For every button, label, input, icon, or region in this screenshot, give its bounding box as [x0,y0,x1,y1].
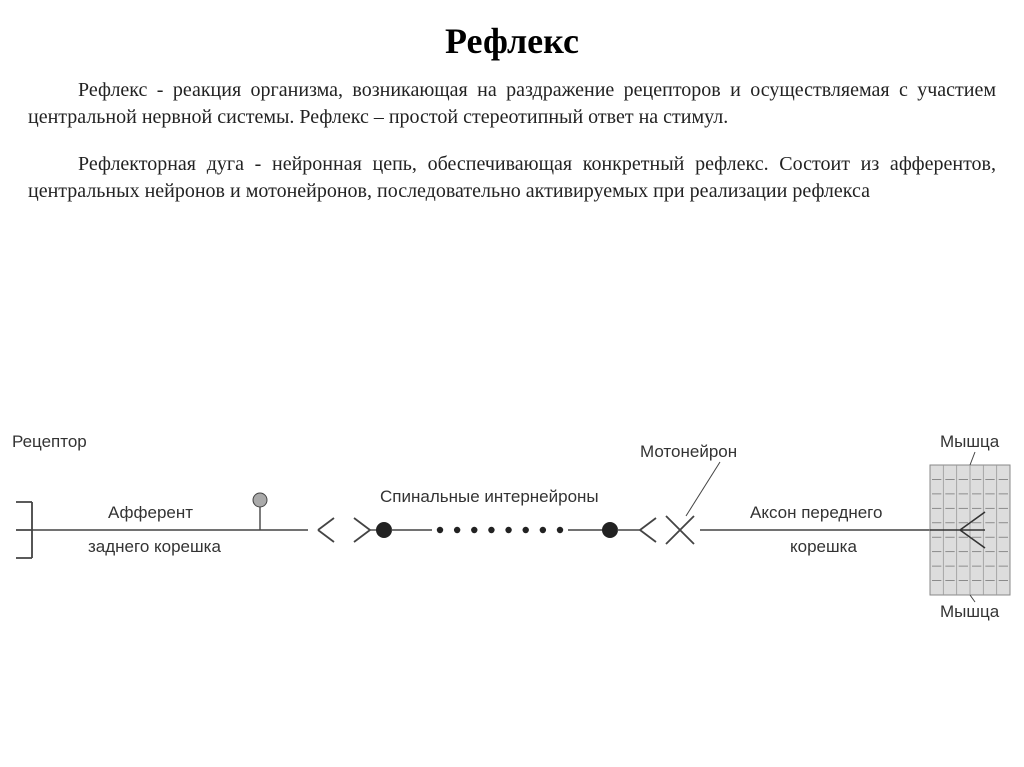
label-muscle-top: Мышца [940,432,999,452]
para1-text: - реакция организма, возникающая на разд… [28,79,996,128]
paragraph-2: Рефлекторная дуга - нейронная цепь, обес… [0,151,1024,205]
term-reflex-arc: Рефлекторная дуга [28,153,244,175]
label-afferent-top: Афферент [108,503,193,523]
label-axon-bot: корешка [790,537,857,557]
label-interneurons: Спинальные интернейроны [380,487,599,507]
label-axon-top: Аксон переднего [750,503,882,523]
page-title: Рефлекс [0,0,1024,77]
label-afferent-bot: заднего корешка [88,537,221,557]
paragraph-1: Рефлекс - реакция организма, возникающая… [0,77,1024,131]
term-reflex: Рефлекс [28,79,147,101]
label-muscle-bot: Мышца [940,602,999,622]
label-receptor: Рецептор [12,432,87,452]
label-motoneuron: Мотонейрон [640,442,737,462]
